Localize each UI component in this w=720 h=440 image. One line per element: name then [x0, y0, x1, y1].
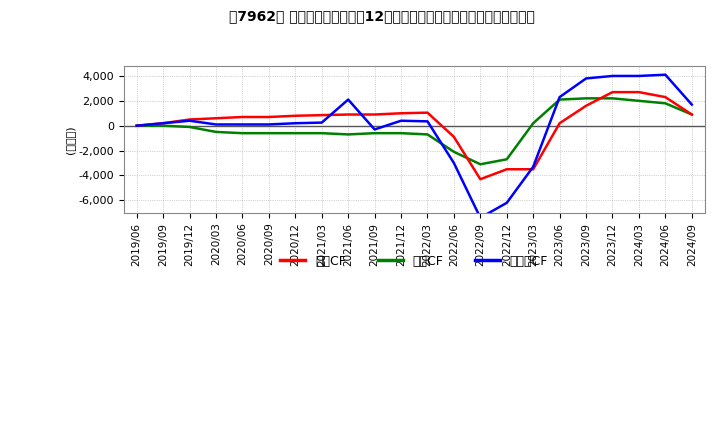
投資CF	[582, 96, 590, 101]
フリーCF	[449, 161, 458, 166]
投資CF	[503, 157, 511, 162]
営業CF	[529, 167, 538, 172]
フリーCF	[529, 164, 538, 169]
Line: 投資CF: 投資CF	[137, 99, 692, 164]
投資CF	[634, 98, 643, 103]
投資CF	[688, 112, 696, 117]
投資CF	[370, 131, 379, 136]
営業CF	[370, 112, 379, 117]
営業CF	[238, 114, 247, 120]
営業CF	[264, 114, 273, 120]
フリーCF	[397, 118, 405, 123]
投資CF	[318, 131, 326, 136]
フリーCF	[582, 76, 590, 81]
営業CF	[449, 134, 458, 139]
投資CF	[608, 96, 617, 101]
投資CF	[238, 131, 247, 136]
フリーCF	[688, 102, 696, 107]
営業CF	[582, 103, 590, 108]
投資CF	[555, 97, 564, 102]
Line: フリーCF: フリーCF	[137, 75, 692, 218]
フリーCF	[264, 122, 273, 127]
フリーCF	[132, 123, 141, 128]
Line: 営業CF: 営業CF	[137, 92, 692, 179]
投資CF	[159, 123, 168, 128]
営業CF	[212, 116, 220, 121]
フリーCF	[238, 122, 247, 127]
営業CF	[555, 121, 564, 126]
フリーCF	[344, 97, 353, 102]
Y-axis label: (百万円): (百万円)	[66, 125, 76, 154]
投資CF	[291, 131, 300, 136]
投資CF	[212, 129, 220, 135]
営業CF	[423, 110, 432, 115]
フリーCF	[661, 72, 670, 77]
営業CF	[318, 113, 326, 118]
フリーCF	[634, 73, 643, 79]
営業CF	[344, 112, 353, 117]
投資CF	[423, 132, 432, 137]
投資CF	[661, 101, 670, 106]
営業CF	[634, 89, 643, 95]
フリーCF	[503, 200, 511, 205]
営業CF	[291, 113, 300, 118]
フリーCF	[608, 73, 617, 79]
フリーCF	[185, 118, 194, 123]
投資CF	[264, 131, 273, 136]
フリーCF	[159, 121, 168, 126]
フリーCF	[423, 119, 432, 124]
フリーCF	[212, 122, 220, 127]
フリーCF	[291, 121, 300, 126]
フリーCF	[555, 95, 564, 100]
投資CF	[476, 161, 485, 167]
営業CF	[688, 112, 696, 117]
投資CF	[397, 131, 405, 136]
Legend: 営業CF, 投資CF, フリーCF: 営業CF, 投資CF, フリーCF	[276, 249, 553, 273]
投資CF	[449, 149, 458, 154]
営業CF	[397, 110, 405, 116]
投資CF	[529, 121, 538, 126]
営業CF	[661, 95, 670, 100]
フリーCF	[370, 127, 379, 132]
投資CF	[185, 125, 194, 130]
営業CF	[476, 176, 485, 182]
営業CF	[159, 121, 168, 126]
フリーCF	[476, 215, 485, 220]
営業CF	[132, 123, 141, 128]
営業CF	[608, 89, 617, 95]
投資CF	[344, 132, 353, 137]
フリーCF	[318, 120, 326, 125]
Text: 【7962】 キャッシュフローの12か月移動合計の対前年同期増減額の推移: 【7962】 キャッシュフローの12か月移動合計の対前年同期増減額の推移	[229, 9, 534, 23]
営業CF	[503, 167, 511, 172]
営業CF	[185, 117, 194, 122]
投資CF	[132, 123, 141, 128]
